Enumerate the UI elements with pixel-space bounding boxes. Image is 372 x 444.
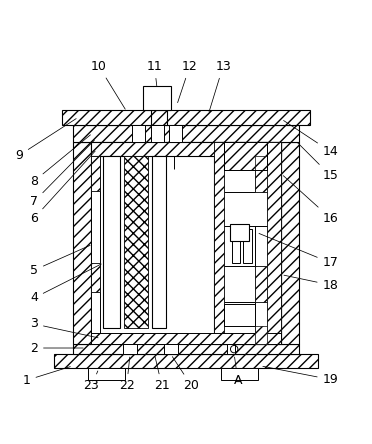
Bar [254, 156, 267, 192]
Text: 4: 4 [30, 264, 101, 305]
Bar [243, 230, 251, 263]
Bar [224, 143, 267, 170]
Text: 2: 2 [30, 341, 83, 354]
Bar [123, 344, 137, 354]
Bar [73, 143, 91, 344]
Bar [91, 143, 281, 156]
Text: 12: 12 [177, 60, 198, 103]
Bar [254, 266, 267, 301]
Bar [54, 354, 318, 369]
Bar [152, 156, 166, 328]
Bar [232, 230, 240, 263]
Bar [214, 143, 224, 344]
Text: 16: 16 [283, 176, 339, 225]
Text: 14: 14 [283, 120, 339, 158]
Bar [91, 263, 100, 293]
Text: A: A [234, 357, 242, 387]
Bar [124, 156, 148, 328]
Text: 10: 10 [91, 60, 125, 109]
Bar [91, 156, 100, 191]
Text: 3: 3 [30, 317, 98, 338]
Bar [224, 143, 267, 170]
Text: 17: 17 [259, 234, 339, 269]
Bar [224, 304, 254, 326]
Text: 18: 18 [284, 275, 339, 292]
Text: 22: 22 [119, 357, 135, 392]
Text: 1: 1 [23, 367, 70, 387]
Bar [267, 143, 281, 344]
Text: 21: 21 [154, 357, 170, 392]
Bar [221, 369, 258, 380]
Bar [73, 344, 299, 354]
Text: 13: 13 [209, 60, 231, 112]
Bar [91, 156, 100, 344]
Bar [73, 124, 299, 143]
Text: 5: 5 [30, 246, 90, 277]
Text: 8: 8 [30, 135, 90, 188]
Bar [169, 124, 182, 143]
Text: 6: 6 [30, 151, 95, 225]
Text: 15: 15 [297, 143, 339, 182]
Text: 9: 9 [15, 119, 76, 162]
Bar [143, 86, 171, 111]
Text: 20: 20 [172, 357, 199, 392]
Text: 11: 11 [147, 60, 162, 86]
Bar [214, 143, 281, 344]
Bar [281, 143, 299, 344]
Bar [231, 224, 249, 241]
Bar [132, 124, 145, 143]
Bar [103, 156, 121, 328]
Bar [254, 326, 267, 344]
Bar [88, 369, 125, 380]
Bar [151, 124, 164, 143]
Bar [227, 344, 235, 354]
Text: 7: 7 [30, 140, 94, 208]
Text: 19: 19 [263, 366, 339, 386]
Bar [164, 344, 178, 354]
Bar [91, 333, 281, 344]
Text: 23: 23 [84, 371, 99, 392]
Bar [62, 111, 310, 124]
